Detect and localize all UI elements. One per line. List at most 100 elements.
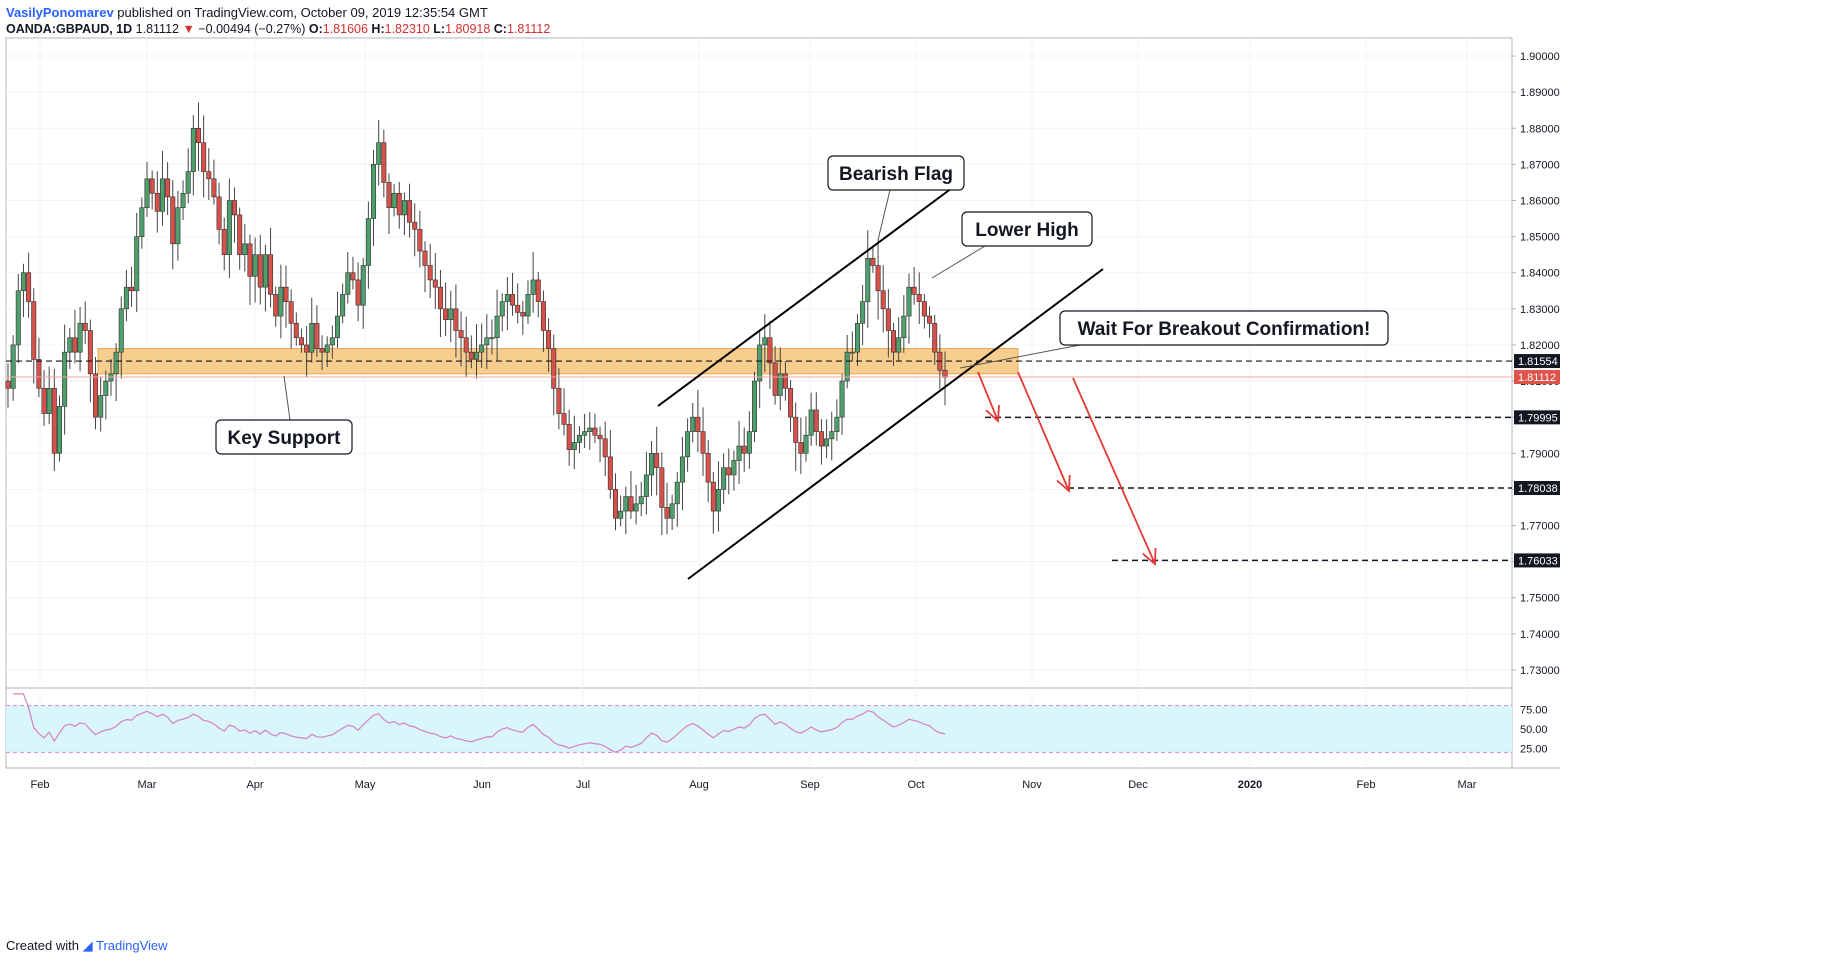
- candle[interactable]: [484, 337, 490, 346]
- candle[interactable]: [237, 214, 243, 255]
- candle[interactable]: [134, 236, 140, 292]
- candle[interactable]: [782, 373, 788, 389]
- candle[interactable]: [896, 337, 902, 353]
- candle[interactable]: [376, 142, 382, 165]
- candle[interactable]: [489, 337, 495, 340]
- candle[interactable]: [551, 348, 557, 389]
- candle[interactable]: [885, 308, 891, 331]
- candle[interactable]: [911, 286, 917, 295]
- candle[interactable]: [736, 445, 742, 461]
- candle[interactable]: [746, 431, 752, 454]
- candle[interactable]: [407, 200, 413, 223]
- target-2-arrow[interactable]: [1017, 371, 1070, 492]
- candle[interactable]: [103, 380, 109, 396]
- candle[interactable]: [860, 301, 866, 324]
- candle[interactable]: [654, 452, 660, 469]
- candle[interactable]: [607, 456, 613, 490]
- candle[interactable]: [165, 178, 171, 198]
- candle[interactable]: [216, 196, 222, 230]
- candle[interactable]: [422, 250, 428, 266]
- candle[interactable]: [669, 503, 675, 519]
- candle[interactable]: [149, 178, 155, 194]
- candle[interactable]: [82, 322, 88, 331]
- candle[interactable]: [211, 178, 217, 198]
- candle[interactable]: [752, 380, 758, 432]
- candle[interactable]: [334, 315, 340, 339]
- candle[interactable]: [443, 308, 449, 320]
- candle[interactable]: [350, 272, 356, 281]
- candle[interactable]: [767, 337, 773, 364]
- candle[interactable]: [247, 243, 253, 277]
- candle[interactable]: [556, 387, 562, 414]
- candle[interactable]: [314, 322, 320, 349]
- candle[interactable]: [715, 489, 721, 512]
- candle[interactable]: [77, 322, 83, 353]
- candle[interactable]: [932, 322, 938, 353]
- candle[interactable]: [190, 127, 196, 172]
- candle[interactable]: [468, 351, 474, 360]
- candle[interactable]: [540, 301, 546, 331]
- candle[interactable]: [875, 265, 881, 292]
- candle[interactable]: [56, 406, 62, 454]
- candle[interactable]: [649, 452, 655, 476]
- candle[interactable]: [504, 294, 510, 302]
- candle[interactable]: [365, 218, 371, 266]
- candle[interactable]: [221, 229, 227, 255]
- candle[interactable]: [638, 496, 644, 505]
- candle[interactable]: [916, 294, 922, 302]
- candle[interactable]: [113, 351, 119, 375]
- candle[interactable]: [87, 330, 93, 375]
- candle[interactable]: [854, 322, 860, 353]
- candle[interactable]: [623, 496, 629, 512]
- candle[interactable]: [427, 265, 433, 281]
- candle[interactable]: [175, 207, 181, 245]
- candle[interactable]: [499, 301, 505, 317]
- candle[interactable]: [494, 315, 500, 339]
- candle[interactable]: [520, 312, 526, 317]
- author-link[interactable]: VasilyPonomarev: [6, 5, 114, 20]
- candle[interactable]: [473, 351, 479, 360]
- candle[interactable]: [685, 431, 691, 458]
- candle[interactable]: [226, 200, 232, 255]
- candle[interactable]: [401, 200, 407, 216]
- candle[interactable]: [803, 434, 809, 454]
- candle[interactable]: [576, 434, 582, 443]
- candle[interactable]: [849, 351, 855, 354]
- candle[interactable]: [602, 438, 608, 458]
- candle[interactable]: [942, 369, 948, 378]
- candle[interactable]: [798, 442, 804, 454]
- candle[interactable]: [15, 290, 21, 346]
- candle[interactable]: [396, 192, 402, 216]
- candle[interactable]: [927, 315, 933, 324]
- candle[interactable]: [180, 192, 186, 209]
- candle[interactable]: [62, 351, 68, 407]
- candle[interactable]: [185, 171, 191, 194]
- candle[interactable]: [546, 330, 552, 349]
- candle[interactable]: [412, 221, 418, 230]
- candle[interactable]: [721, 467, 727, 490]
- candle[interactable]: [195, 127, 201, 144]
- candle[interactable]: [98, 395, 104, 418]
- candle[interactable]: [283, 286, 289, 302]
- candle[interactable]: [530, 279, 536, 295]
- candle[interactable]: [865, 257, 871, 302]
- candle[interactable]: [381, 142, 387, 183]
- candle[interactable]: [201, 142, 207, 172]
- candle[interactable]: [788, 387, 794, 418]
- candle[interactable]: [921, 301, 927, 317]
- candle[interactable]: [36, 359, 42, 389]
- tradingview-brand-link[interactable]: TradingView: [96, 938, 168, 953]
- candle[interactable]: [5, 380, 11, 389]
- candle[interactable]: [31, 301, 37, 360]
- candle[interactable]: [628, 496, 634, 512]
- candle[interactable]: [458, 330, 464, 339]
- candle[interactable]: [618, 510, 624, 519]
- candle[interactable]: [818, 431, 824, 447]
- candle[interactable]: [268, 254, 274, 295]
- candle[interactable]: [566, 424, 572, 450]
- candle[interactable]: [880, 290, 886, 310]
- target-1-arrow[interactable]: [977, 371, 999, 422]
- candle[interactable]: [324, 344, 330, 353]
- candle[interactable]: [582, 431, 588, 436]
